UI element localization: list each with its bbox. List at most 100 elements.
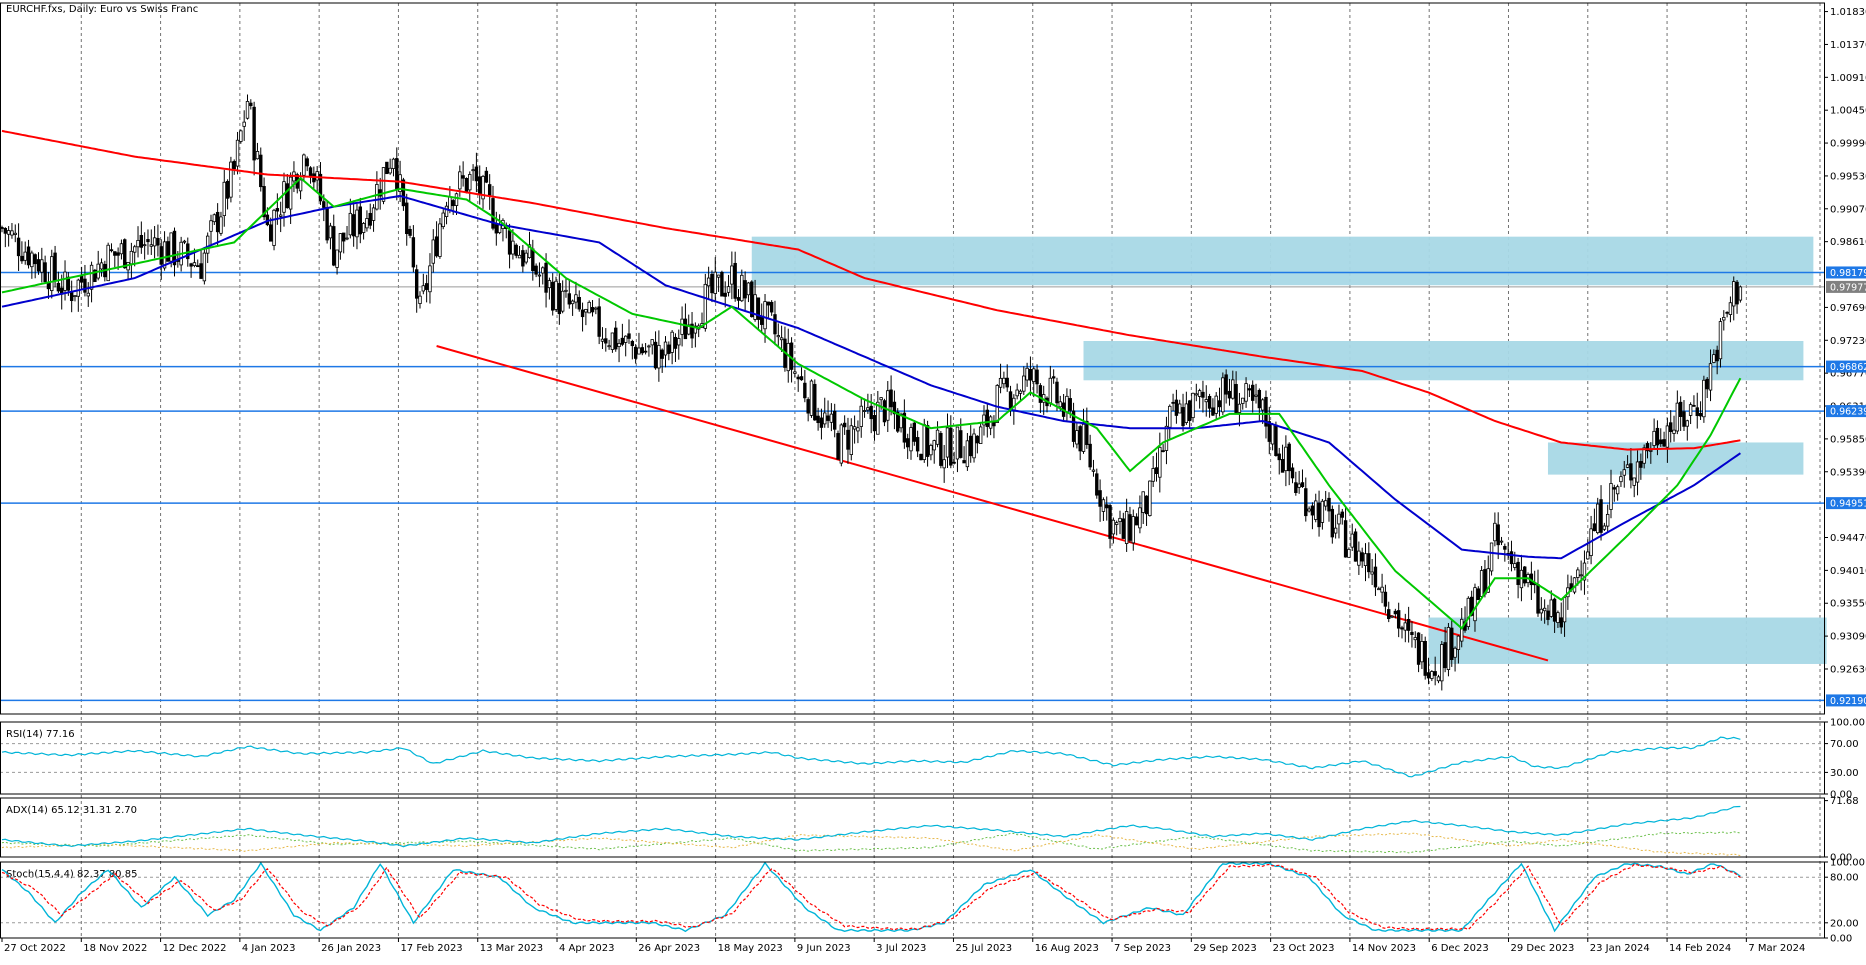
candle-body (1725, 311, 1729, 314)
price-tag (1826, 405, 1866, 418)
candle-body (1635, 461, 1640, 483)
candle-body (859, 405, 863, 427)
price-tick-label: 1.01370 (1830, 40, 1866, 51)
candle-body (322, 201, 326, 208)
candle-body (468, 174, 472, 191)
candle-body (975, 435, 980, 444)
candle-body (275, 208, 280, 212)
candle-body (1058, 401, 1062, 408)
candle-body (119, 243, 124, 255)
time-tick-label: 13 Mar 2023 (480, 943, 543, 954)
candle-body (604, 338, 608, 344)
candle-body (1008, 391, 1013, 409)
candle-body (1559, 617, 1563, 628)
candle-body (1469, 596, 1474, 616)
candle-body (1098, 490, 1102, 507)
candle-body (1499, 540, 1504, 543)
candle-body (829, 413, 834, 423)
candle-body (932, 440, 936, 451)
candle-body (1297, 483, 1301, 488)
candle-body (1287, 443, 1291, 472)
candle-body (13, 232, 17, 235)
candle-body (1416, 632, 1421, 665)
candle-body (703, 283, 708, 329)
candle-body (338, 233, 343, 253)
candle-body (262, 186, 266, 218)
candle-body (1347, 548, 1351, 558)
candle-body (1171, 401, 1175, 404)
candle-body (1582, 562, 1587, 581)
candle-body (1211, 407, 1215, 416)
candle-body (1655, 427, 1660, 446)
stochastic-label: Stoch(15,4,4) 82.37 80.85 (6, 869, 137, 880)
candle-body (149, 244, 153, 247)
candle-body (89, 264, 94, 290)
candle-body (935, 429, 940, 445)
candle-body (769, 301, 774, 313)
candle-body (713, 271, 717, 294)
candle-body (567, 293, 571, 305)
candle-body (1665, 425, 1670, 448)
candle-body (929, 445, 933, 456)
candle-body (1304, 488, 1308, 517)
candle-body (978, 426, 983, 444)
price-tag (1826, 694, 1866, 707)
candle-body (1124, 511, 1129, 544)
candle-body (716, 274, 721, 278)
candle-body (225, 180, 230, 199)
candle-body (1732, 281, 1736, 307)
candle-body (1350, 533, 1354, 548)
candle-body (249, 102, 253, 107)
candle-body (1718, 321, 1723, 360)
candle-body (640, 347, 644, 354)
candle-body (428, 265, 432, 293)
candle-body (50, 256, 54, 292)
candle-body (1433, 671, 1437, 676)
candle-body (222, 181, 226, 217)
candle-body (411, 237, 416, 268)
candle-body (1168, 405, 1172, 428)
trendline (436, 345, 1549, 662)
candle-body (1552, 598, 1557, 622)
candle-body (1430, 671, 1434, 679)
candle-body (1217, 400, 1222, 408)
price-tag (1826, 360, 1866, 373)
candle-body (1204, 399, 1208, 403)
candle-body (1446, 626, 1451, 670)
candle-body (481, 175, 485, 200)
candle-body (1343, 520, 1348, 558)
candle-body (756, 297, 761, 320)
candle-body (1088, 443, 1092, 468)
candle-body (209, 220, 213, 232)
candle-body (1542, 607, 1547, 612)
candle-body (557, 283, 562, 315)
candle-body (1675, 402, 1680, 432)
candlesticks (0, 94, 1743, 691)
candle-body (939, 432, 943, 466)
candle-body (86, 292, 90, 297)
adx-line (1, 805, 1741, 848)
trendlines (436, 345, 1549, 662)
candle-body (902, 412, 907, 443)
candle-body (614, 327, 618, 350)
candle-body (139, 235, 144, 248)
candle-body (10, 230, 14, 236)
candle-body (33, 254, 37, 265)
candle-body (305, 158, 309, 167)
candle-body (965, 440, 970, 468)
candle-body (6, 230, 11, 235)
candle-body (517, 254, 522, 259)
candle-body (959, 430, 963, 458)
candle-body (1330, 508, 1335, 538)
price-tag (1826, 497, 1866, 510)
candle-body (1645, 443, 1650, 452)
candle-body (1161, 450, 1165, 453)
candle-body (1493, 522, 1497, 542)
candle-body (53, 252, 57, 281)
